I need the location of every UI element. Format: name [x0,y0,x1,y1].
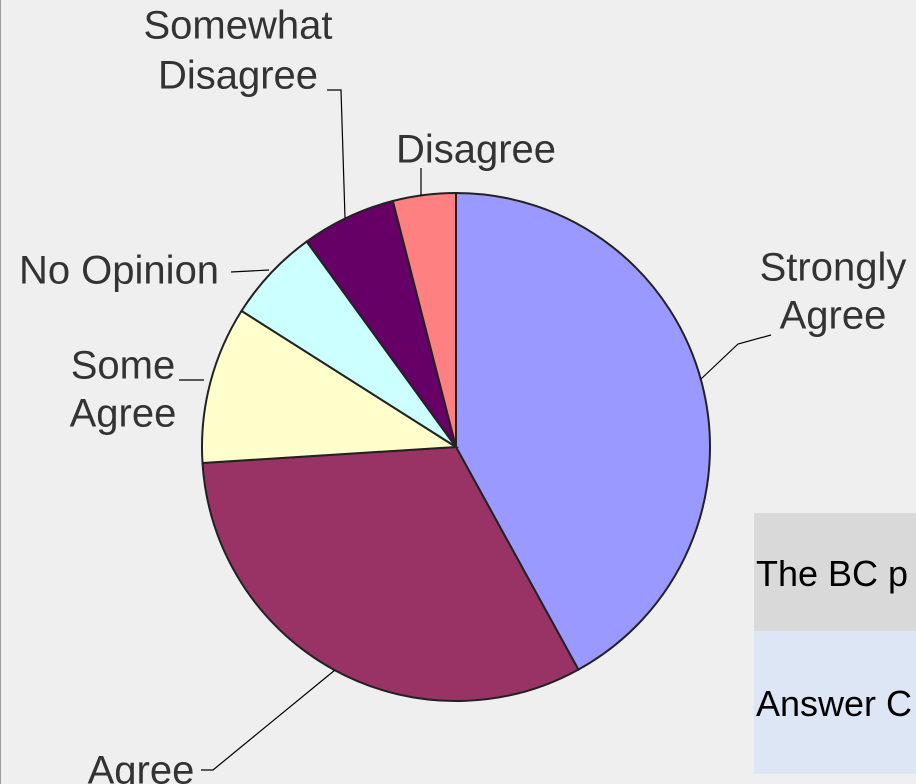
leader-line-strongly-agree [700,334,772,380]
slice-label-strongly-agree: Strongly Agree [760,246,907,338]
pie-slice-strongly-agree [455,191,711,671]
pie-slice-disagree [391,191,457,448]
pie-slice-agree [201,445,580,702]
slice-label-some-agree: Some Agree [70,344,177,436]
answer-cell: Answer C [754,631,916,774]
leader-line-agree [201,669,336,771]
slice-label-somewhat-disagree: Somewhat Disagree [144,4,333,98]
pie-slice-some-agree [201,309,460,465]
answer-text: Answer C [756,683,913,724]
question-cell: The BC p [754,513,916,631]
slice-label-disagree: Disagree [396,128,556,172]
slice-label-no-opinion: No Opinion [19,249,219,293]
leader-line-no-opinion [230,269,270,273]
leader-line-somewhat-disagree [327,89,346,219]
question-text: The BC p [756,553,909,594]
slice-label-agree: Agree [88,749,195,784]
